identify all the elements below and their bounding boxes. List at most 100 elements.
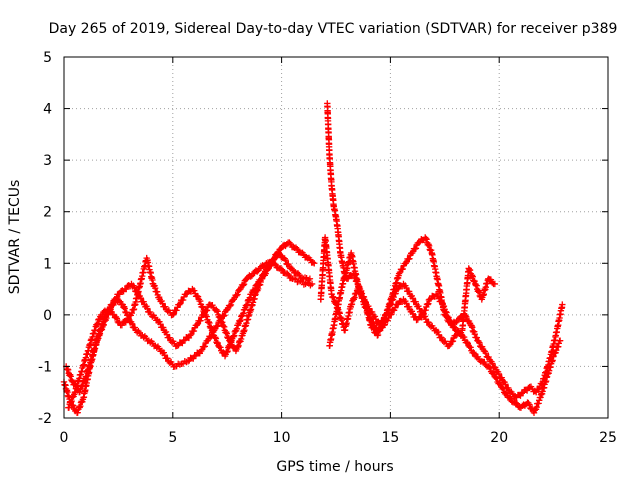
data-trace xyxy=(157,297,169,310)
data-trace xyxy=(341,303,354,334)
data-trace xyxy=(127,318,139,331)
y-tick-label: 4 xyxy=(43,102,52,118)
data-point xyxy=(556,337,564,344)
data-trace xyxy=(246,292,259,316)
data-trace xyxy=(440,303,452,322)
data-trace xyxy=(181,334,193,344)
y-tick-label: -2 xyxy=(38,411,52,427)
x-tick-label: 5 xyxy=(168,430,177,446)
data-trace xyxy=(488,358,500,374)
data-trace xyxy=(161,328,173,341)
data-trace xyxy=(325,128,333,158)
data-trace xyxy=(155,318,167,331)
data-trace xyxy=(65,391,78,411)
data-trace xyxy=(257,261,269,270)
data-trace xyxy=(481,348,493,363)
data-trace xyxy=(381,302,393,323)
data-point xyxy=(184,358,192,365)
data-trace xyxy=(220,323,232,342)
data-trace xyxy=(544,353,557,378)
data-trace xyxy=(85,330,98,354)
data-trace xyxy=(479,277,491,301)
y-tick-label: 2 xyxy=(43,205,52,221)
x-axis-label: GPS time / hours xyxy=(276,459,393,475)
data-point xyxy=(311,260,318,267)
data-trace xyxy=(76,375,89,396)
y-tick-label: 5 xyxy=(43,50,52,66)
data-trace xyxy=(486,364,498,378)
data-trace xyxy=(179,358,190,367)
data-trace xyxy=(552,304,566,336)
data-trace xyxy=(96,314,108,339)
data-trace xyxy=(192,349,203,359)
data-trace xyxy=(324,103,332,132)
data-trace xyxy=(130,283,143,313)
series-SDTVAR-f xyxy=(317,234,499,350)
x-tick-label: 15 xyxy=(381,430,399,446)
data-trace xyxy=(190,287,202,300)
data-trace xyxy=(355,288,367,301)
data-trace xyxy=(202,313,215,332)
series-layer xyxy=(60,100,566,417)
data-trace xyxy=(466,266,478,285)
data-point xyxy=(187,332,194,339)
data-trace xyxy=(361,298,374,328)
data-trace xyxy=(89,335,102,359)
x-tick-label: 20 xyxy=(490,430,508,446)
y-tick-label: 0 xyxy=(43,308,52,324)
y-tick-label: -1 xyxy=(38,359,52,375)
data-trace xyxy=(428,251,442,287)
data-trace xyxy=(184,287,195,297)
data-trace xyxy=(335,231,344,255)
data-trace xyxy=(279,241,290,250)
data-point xyxy=(395,270,403,277)
data-trace xyxy=(368,323,380,337)
data-trace xyxy=(111,313,123,326)
data-point xyxy=(445,342,453,349)
data-point xyxy=(180,337,187,344)
data-trace xyxy=(91,313,104,334)
data-trace xyxy=(209,328,221,347)
data-trace xyxy=(475,338,487,353)
data-trace xyxy=(251,267,262,276)
data-trace xyxy=(74,396,87,416)
data-trace xyxy=(175,339,186,349)
x-tick-label: 10 xyxy=(273,430,291,446)
data-trace xyxy=(453,328,465,338)
data-trace xyxy=(499,384,511,399)
data-point xyxy=(415,239,422,246)
data-trace xyxy=(238,276,250,291)
data-trace xyxy=(401,282,413,295)
data-point xyxy=(182,291,190,298)
data-trace xyxy=(142,303,154,316)
data-trace xyxy=(135,292,147,305)
data-point xyxy=(452,332,459,339)
data-trace xyxy=(143,256,156,287)
data-trace xyxy=(83,355,95,380)
data-trace xyxy=(301,274,312,284)
data-trace xyxy=(401,297,413,310)
chart-title: Day 265 of 2019, Sidereal Day-to-day VTE… xyxy=(49,21,618,37)
y-tick-label: 1 xyxy=(43,256,52,272)
data-point xyxy=(491,280,499,288)
data-point xyxy=(191,352,198,360)
y-tick-label: 3 xyxy=(43,153,52,169)
data-trace xyxy=(231,286,243,301)
data-trace xyxy=(290,275,301,286)
data-trace xyxy=(255,271,267,285)
data-trace xyxy=(370,313,382,326)
data-trace xyxy=(420,313,432,326)
data-trace xyxy=(433,292,445,305)
data-trace xyxy=(305,254,317,266)
data-trace xyxy=(329,293,341,312)
data-trace xyxy=(407,308,419,321)
data-trace xyxy=(374,318,387,339)
data-trace xyxy=(322,237,335,298)
data-point xyxy=(197,347,205,355)
data-trace xyxy=(537,374,550,398)
data-trace xyxy=(521,384,532,394)
series-SDTVAR-c xyxy=(65,249,314,411)
data-trace xyxy=(72,371,85,396)
data-trace xyxy=(492,374,504,389)
